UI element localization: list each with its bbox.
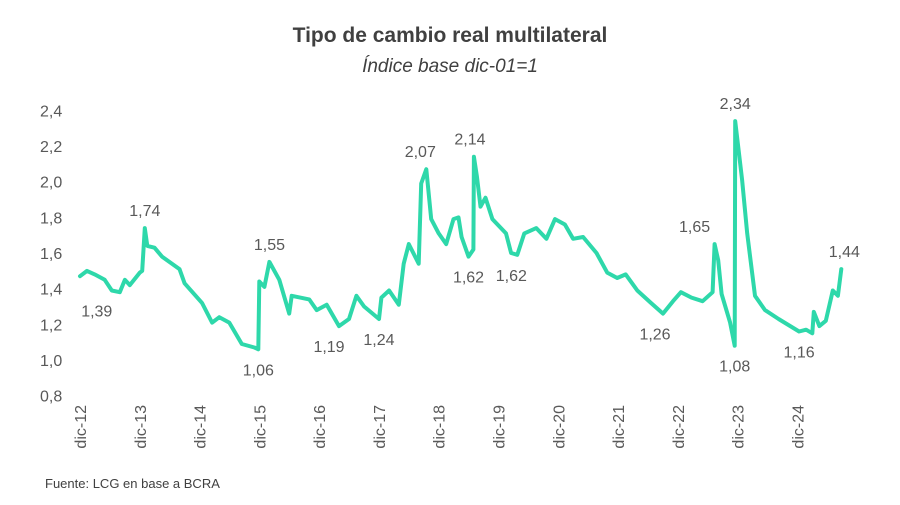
x-tick-label: dic-24: [791, 405, 808, 449]
y-tick-label: 1,2: [40, 317, 62, 334]
data-label: 1,16: [784, 344, 815, 361]
data-label: 1,74: [129, 203, 160, 220]
y-tick-label: 0,8: [40, 389, 62, 406]
x-tick-label: dic-15: [252, 405, 269, 449]
x-tick-label: dic-13: [133, 405, 150, 449]
y-tick-label: 2,2: [40, 139, 62, 156]
y-tick-label: 2,0: [40, 175, 62, 192]
x-tick-label: dic-21: [611, 405, 628, 449]
source-note: Fuente: LCG en base a BCRA: [45, 476, 220, 491]
data-label: 1,55: [254, 237, 285, 254]
y-tick-label: 1,6: [40, 246, 62, 263]
y-tick-label: 1,8: [40, 210, 62, 227]
data-label: 1,19: [313, 339, 344, 356]
chart-subtitle: Índice base dic-01=1: [362, 56, 538, 77]
x-tick-label: dic-20: [551, 405, 568, 449]
data-label: 2,14: [454, 132, 485, 149]
x-tick-label: dic-18: [432, 405, 449, 449]
series-line: [78, 119, 844, 352]
x-tick-label: dic-12: [73, 405, 90, 449]
data-label: 1,24: [363, 332, 394, 349]
data-label: 1,44: [829, 244, 860, 261]
data-label: 1,62: [453, 270, 484, 287]
y-tick-label: 1,4: [40, 282, 62, 299]
y-tick-label: 2,4: [40, 103, 62, 120]
x-tick-label: dic-22: [671, 405, 688, 449]
x-tick-label: dic-14: [193, 405, 210, 449]
data-label: 1,39: [81, 303, 112, 320]
x-tick-label: dic-19: [491, 405, 508, 449]
x-tick-label: dic-23: [731, 405, 748, 449]
data-label: 2,34: [720, 96, 751, 113]
chart-title: Tipo de cambio real multilateral: [292, 24, 608, 47]
x-tick-label: dic-17: [372, 405, 389, 449]
data-label: 1,06: [243, 362, 274, 379]
data-label: 2,07: [405, 144, 436, 161]
data-label: 1,65: [679, 219, 710, 236]
data-label: 1,08: [719, 359, 750, 376]
y-tick-label: 1,0: [40, 353, 62, 370]
data-label: 1,26: [639, 327, 670, 344]
data-label: 1,62: [496, 268, 527, 285]
x-tick-label: dic-16: [312, 405, 329, 449]
